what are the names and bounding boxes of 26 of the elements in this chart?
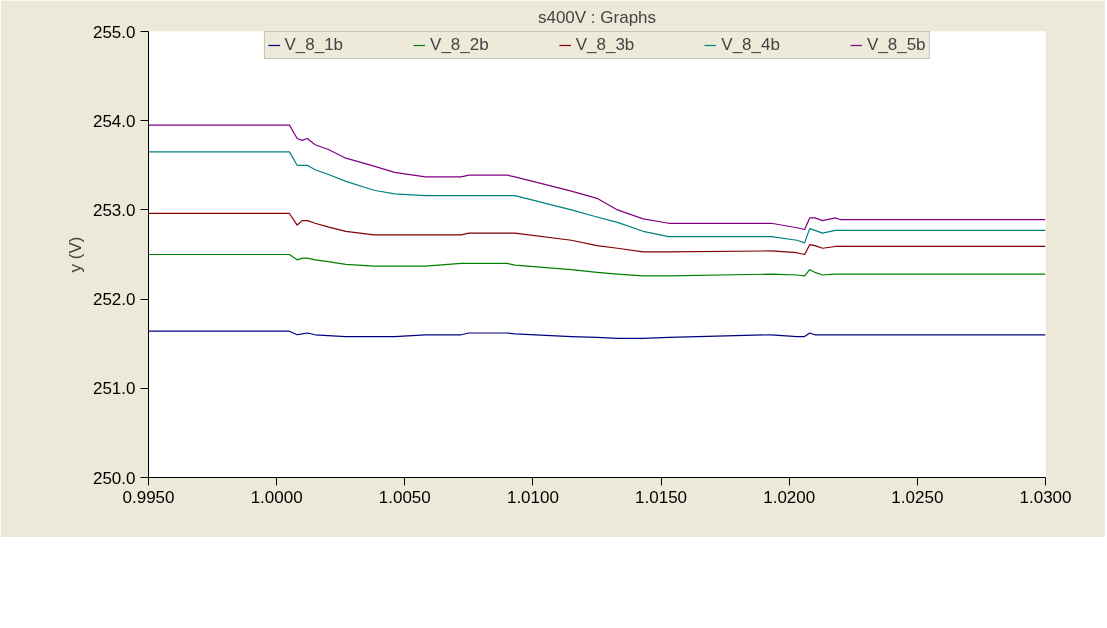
y-tick-label: 251.0 [92,379,136,399]
legend-label: V_8_2b [430,35,489,55]
chart-title: s400V : Graphs [537,7,657,27]
line-series [148,151,1046,244]
legend-label: V_8_5b [866,35,926,55]
x-tick-label: 0.9950 [122,487,175,507]
y-tick-label: 253.0 [92,200,136,220]
y-tick-label: 250.0 [92,468,136,488]
y-tick-label: 252.0 [92,290,136,310]
legend-label: V_8_1b [284,35,344,55]
x-tick-label: 1.0000 [250,487,303,507]
x-tick-label: 1.0200 [763,487,816,507]
y-tick-label: 254.0 [92,111,136,131]
line-series [148,124,1046,231]
line-series [148,330,1046,339]
line-series [148,253,1046,277]
y-tick-label: 255.0 [92,22,136,42]
legend-label: V_8_3b [575,35,635,55]
x-tick-label: 1.0100 [506,487,559,507]
x-tick-label: 1.0300 [1019,487,1072,507]
x-tick-label: 1.0150 [635,487,688,507]
line-series [148,212,1046,256]
x-tick-label: 1.0050 [378,487,431,507]
y-axis-title: y (V) [65,236,85,273]
legend-label: V_8_4b [721,35,780,55]
x-tick-label: 1.0250 [891,487,944,507]
